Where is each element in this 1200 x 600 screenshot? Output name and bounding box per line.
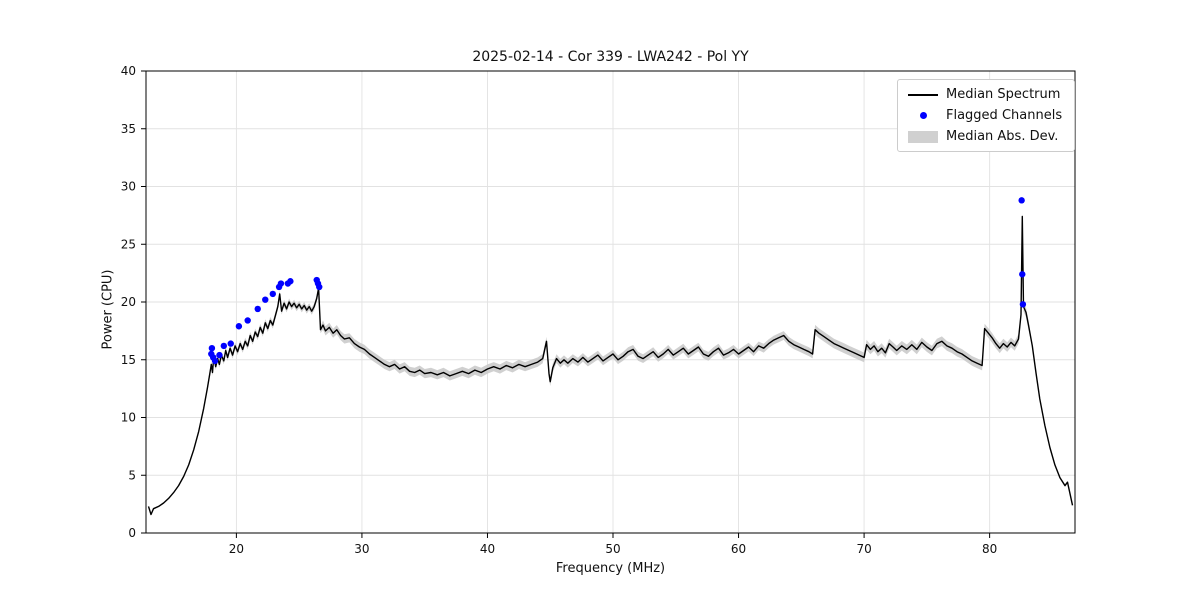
flagged-channel-dot: [216, 351, 223, 359]
x-tick-label: 70: [856, 542, 871, 556]
y-tick-label: 15: [121, 353, 136, 367]
y-tick-label: 0: [128, 526, 136, 540]
mad-band: [148, 211, 1073, 516]
flagged-channel-dot: [1019, 271, 1026, 278]
legend-item-median-spectrum: Median Spectrum: [908, 87, 1064, 102]
chart-title: 2025-02-14 - Cor 339 - LWA242 - Pol YY: [472, 49, 749, 65]
legend-label-flagged-channels: Flagged Channels: [946, 108, 1063, 123]
x-tick-label: 40: [480, 542, 495, 556]
flagged-channel-dot: [220, 342, 228, 350]
flagged-channel-dot: [208, 345, 216, 352]
median-spectrum-line: [147, 215, 1074, 516]
legend-label-median-spectrum: Median Spectrum: [946, 87, 1061, 102]
legend-item-median-abs-dev: Median Abs. Dev.: [908, 129, 1064, 144]
y-tick-label: 10: [121, 411, 136, 425]
flagged-channel-dot: [262, 296, 269, 303]
y-tick-label: 25: [121, 237, 136, 251]
flagged-channel-dot: [1019, 301, 1027, 308]
flagged-channel-dot: [227, 340, 234, 347]
flagged-channel-dot: [254, 305, 261, 313]
line-sample-icon: [908, 88, 938, 102]
flagged-channel-dot: [211, 357, 219, 365]
flagged-channel-dot: [287, 278, 294, 285]
dot-sample-icon: [908, 109, 938, 123]
x-tick-label: 50: [605, 542, 620, 556]
legend: Median Spectrum Flagged Channels Median …: [897, 79, 1075, 152]
y-tick-label: 40: [121, 64, 136, 78]
x-tick-label: 80: [982, 542, 997, 556]
x-tick-label: 30: [354, 542, 369, 556]
x-tick-label: 20: [229, 542, 244, 556]
legend-label-median-abs-dev: Median Abs. Dev.: [946, 129, 1059, 144]
y-tick-label: 20: [121, 295, 136, 309]
x-axis-label: Frequency (MHz): [555, 561, 666, 576]
flagged-channel-dot: [235, 323, 243, 330]
flagged-channel-dot: [244, 317, 251, 324]
x-tick-label: 60: [731, 542, 746, 556]
flagged-channel-dot: [269, 290, 276, 298]
flagged-channel-dot: [1018, 197, 1025, 204]
y-tick-label: 35: [121, 122, 136, 136]
y-tick-label: 5: [128, 468, 136, 482]
flagged-channel-dot: [316, 283, 323, 291]
y-axis-label: Power (CPU): [100, 269, 116, 350]
legend-item-flagged-channels: Flagged Channels: [908, 108, 1064, 123]
y-tick-label: 30: [121, 180, 136, 194]
flagged-channel-dot: [277, 280, 285, 287]
patch-sample-icon: [908, 130, 938, 144]
